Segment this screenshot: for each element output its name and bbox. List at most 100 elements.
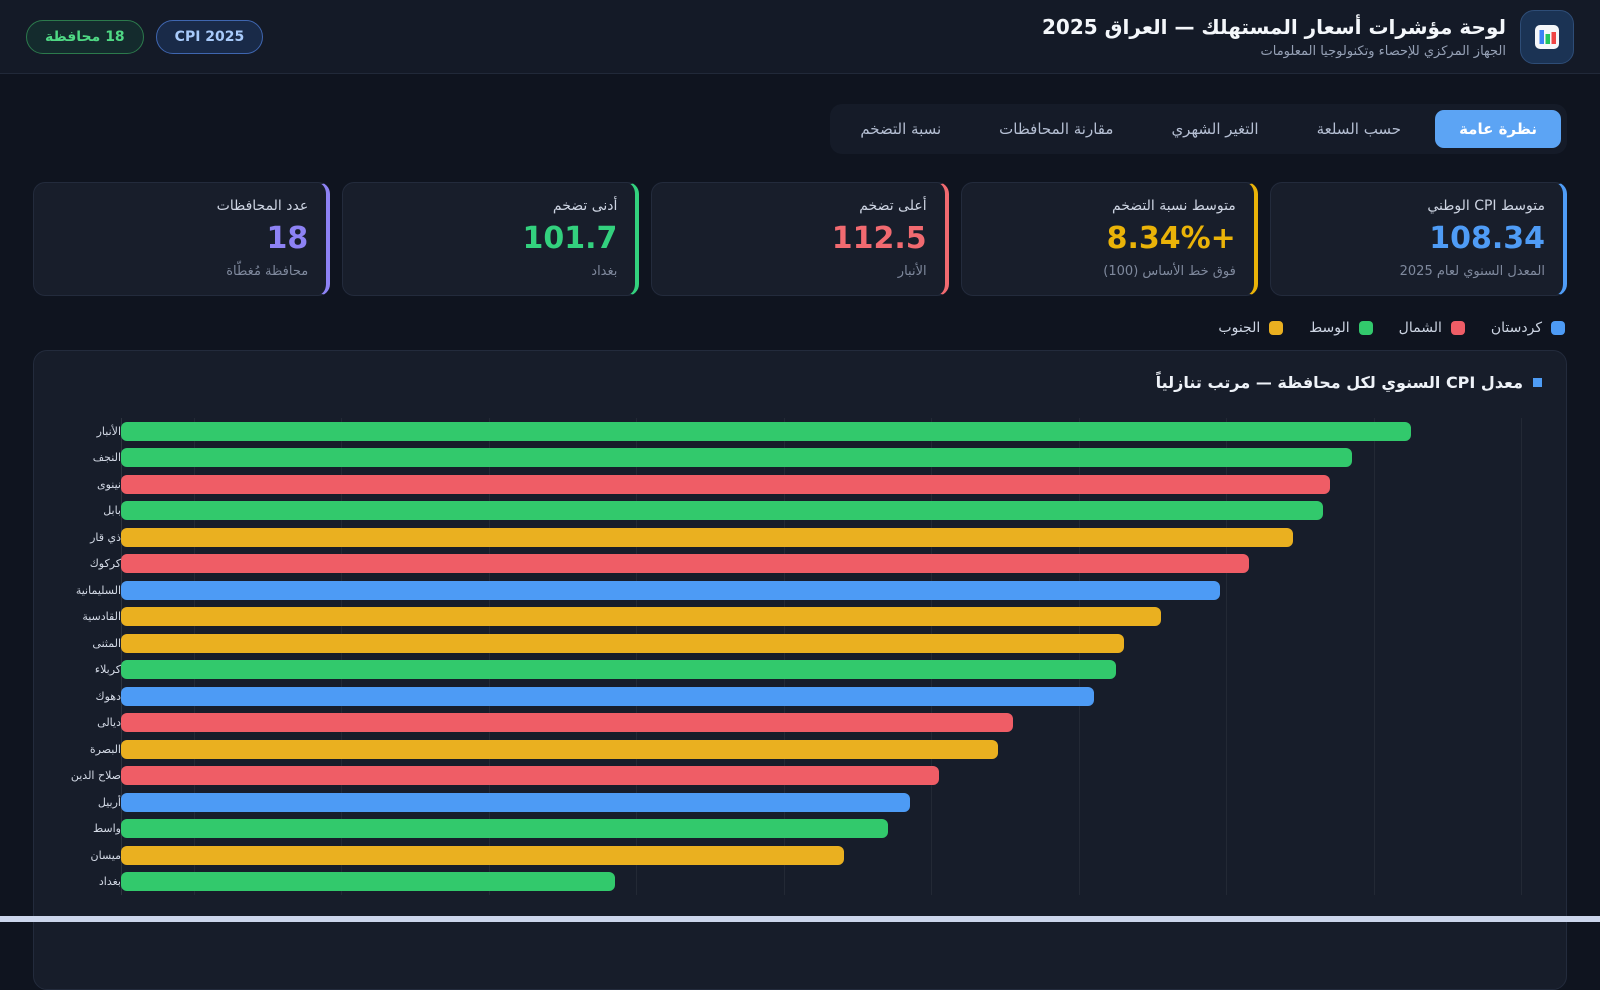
- chart-bar[interactable]: [121, 819, 888, 838]
- chart-bar[interactable]: [121, 422, 1411, 441]
- chart-bar-row: أربيل: [58, 789, 1542, 816]
- chart-bar[interactable]: [121, 687, 1094, 706]
- chart-bar[interactable]: [121, 740, 998, 759]
- chart-bar-track: [121, 528, 1522, 547]
- chart-bar-label: القادسية: [58, 610, 121, 623]
- stat-card-3: أدنى تضخم 101.7 بغداد: [342, 182, 639, 296]
- chart-bar-row: النجف: [58, 445, 1542, 472]
- chart-bar-track: [121, 687, 1522, 706]
- tab-4[interactable]: نسبة التضخم: [836, 110, 965, 148]
- chart-bar[interactable]: [121, 448, 1352, 467]
- legend-swatch-icon: [1269, 321, 1283, 335]
- chart-bar-row: الأنبار: [58, 418, 1542, 445]
- chart-bar-track: [121, 766, 1522, 785]
- chart-bar-label: المثنى: [58, 637, 121, 650]
- chart-bar[interactable]: [121, 581, 1220, 600]
- chart-bar-track: [121, 448, 1522, 467]
- brand: لوحة مؤشرات أسعار المستهلك — العراق 2025…: [1042, 10, 1574, 64]
- legend-item-center[interactable]: الوسط: [1309, 320, 1372, 336]
- chart-bar-row: كربلاء: [58, 657, 1542, 684]
- chart-bar-track: [121, 554, 1522, 573]
- stat-card-1: متوسط نسبة التضخم +8.34% فوق خط الأساس (10…: [961, 182, 1258, 296]
- chart-bar-row: واسط: [58, 816, 1542, 843]
- chart-bar[interactable]: [121, 634, 1124, 653]
- chart-bar-label: كربلاء: [58, 663, 121, 676]
- chart-bar-label: أربيل: [58, 796, 121, 809]
- chart-bar-label: ذي قار: [58, 531, 121, 544]
- chart-card: معدل CPI السنوي لكل محافظة — مرتب تنازلي…: [33, 350, 1567, 990]
- tab-2[interactable]: التغير الشهري: [1147, 110, 1282, 148]
- chart-bar[interactable]: [121, 475, 1330, 494]
- legend-item-kurdistan[interactable]: كردستان: [1491, 320, 1565, 336]
- chart-bar-label: كركوك: [58, 557, 121, 570]
- chart-bar-label: ديالى: [58, 716, 121, 729]
- chart-bar[interactable]: [121, 501, 1323, 520]
- chart-bar[interactable]: [121, 713, 1013, 732]
- chart-bar[interactable]: [121, 846, 844, 865]
- chart-bar-track: [121, 501, 1522, 520]
- tab-0[interactable]: نظرة عامة: [1435, 110, 1561, 148]
- chart-bar-row: بابل: [58, 498, 1542, 525]
- stat-sub: بغداد: [361, 264, 617, 279]
- chart-bar-row: ديالى: [58, 710, 1542, 737]
- chart-bar-label: النجف: [58, 451, 121, 464]
- chart-bar[interactable]: [121, 793, 910, 812]
- header-badges: CPI 2025 18 محافظة: [26, 20, 263, 54]
- stat-sub: فوق خط الأساس (100): [980, 264, 1236, 279]
- tab-1[interactable]: حسب السلعة: [1293, 110, 1426, 148]
- chart-bar-row: كركوك: [58, 551, 1542, 578]
- legend-label: الشمال: [1399, 320, 1442, 336]
- stat-value: +8.34%: [980, 221, 1236, 256]
- chart-bar-label: السليمانية: [58, 584, 121, 597]
- chart-bar-row: البصرة: [58, 736, 1542, 763]
- stat-value: 101.7: [361, 221, 617, 256]
- stat-value: 18: [52, 221, 308, 256]
- chart-bar-label: صلاح الدين: [58, 769, 121, 782]
- chart-bar-row: بغداد: [58, 869, 1542, 896]
- legend-item-south[interactable]: الجنوب: [1218, 320, 1283, 336]
- chart-bar-track: [121, 793, 1522, 812]
- chart-bar[interactable]: [121, 766, 939, 785]
- stat-label: أدنى تضخم: [361, 198, 617, 214]
- chart-bar-track: [121, 634, 1522, 653]
- bar-chart-icon: [1520, 10, 1574, 64]
- chart-bar-row: السليمانية: [58, 577, 1542, 604]
- chart-bar-track: [121, 475, 1522, 494]
- chart-bar[interactable]: [121, 660, 1116, 679]
- page-subtitle: الجهاز المركزي للإحصاء وتكنولوجيا المعلو…: [1042, 44, 1506, 59]
- chart-bar[interactable]: [121, 872, 615, 891]
- chart-bar-row: نينوى: [58, 471, 1542, 498]
- badge-cpi-2025: CPI 2025: [156, 20, 264, 54]
- chart-bar[interactable]: [121, 554, 1249, 573]
- stat-label: عدد المحافظات: [52, 198, 308, 214]
- tab-3[interactable]: مقارنة المحافظات: [975, 110, 1137, 148]
- title-block: لوحة مؤشرات أسعار المستهلك — العراق 2025…: [1042, 15, 1506, 59]
- badge-governorate-count: 18 محافظة: [26, 20, 144, 54]
- chart-bar-track: [121, 740, 1522, 759]
- stat-label: أعلى تضخم: [670, 198, 926, 214]
- page-title: لوحة مؤشرات أسعار المستهلك — العراق 2025: [1042, 15, 1506, 39]
- stat-label: متوسط CPI الوطني: [1289, 198, 1545, 214]
- chart-bar[interactable]: [121, 528, 1293, 547]
- chart-bar-row: القادسية: [58, 604, 1542, 631]
- chart-bar-row: ذي قار: [58, 524, 1542, 551]
- legend-label: كردستان: [1491, 320, 1542, 336]
- app-header: لوحة مؤشرات أسعار المستهلك — العراق 2025…: [0, 0, 1600, 74]
- chart-bar-label: بغداد: [58, 875, 121, 888]
- chart-bar-track: [121, 713, 1522, 732]
- chart-bar-track: [121, 607, 1522, 626]
- chart-bar[interactable]: [121, 607, 1161, 626]
- legend-label: الوسط: [1309, 320, 1349, 336]
- bottom-strip: [0, 916, 1600, 922]
- chart-bar-label: البصرة: [58, 743, 121, 756]
- chart-bar-track: [121, 846, 1522, 865]
- legend-item-north[interactable]: الشمال: [1399, 320, 1465, 336]
- legend-label: الجنوب: [1218, 320, 1260, 336]
- stat-label: متوسط نسبة التضخم: [980, 198, 1236, 214]
